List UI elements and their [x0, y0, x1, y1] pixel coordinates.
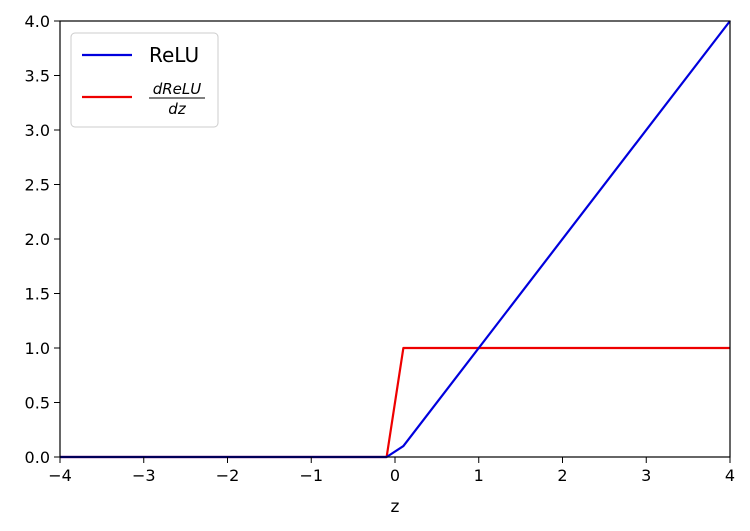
x-tick-label: 0 [390, 466, 400, 485]
x-tick-label: −4 [48, 466, 72, 485]
y-tick-label: 3.0 [25, 121, 50, 140]
drelu-line [60, 346, 730, 459]
y-tick-label: 4.0 [25, 12, 50, 31]
y-tick-label: 0.0 [25, 448, 50, 467]
x-tick-label: 3 [641, 466, 651, 485]
legend-box [70, 32, 219, 128]
x-tick-label: 4 [725, 466, 735, 485]
axis-ticks: −4 −3 −2 −1 0 1 2 3 4 0.0 0.5 1.0 1.5 2.0 2.5 3.0 3.5 4.0 [25, 12, 736, 485]
legend: ReLU dReLU dz [70, 32, 219, 128]
y-tick-label: 0.5 [25, 394, 50, 413]
x-tick-label: −2 [216, 466, 240, 485]
x-tick-label: 2 [557, 466, 567, 485]
legend-label-relu: ReLU [149, 43, 199, 67]
legend-label-drelu-numerator: dReLU [153, 80, 202, 98]
axes-frame [59, 20, 731, 458]
x-tick-label: 1 [474, 466, 484, 485]
x-axis-label: z [391, 497, 400, 517]
y-tick-label: 2.5 [25, 176, 50, 195]
y-tick-label: 3.5 [25, 67, 50, 86]
legend-label-drelu-denominator: dz [168, 100, 187, 118]
y-tick-label: 1.0 [25, 339, 50, 358]
x-tick-label: −1 [299, 466, 323, 485]
y-tick-label: 2.0 [25, 230, 50, 249]
y-tick-label: 1.5 [25, 285, 50, 304]
x-tick-label: −3 [132, 466, 156, 485]
